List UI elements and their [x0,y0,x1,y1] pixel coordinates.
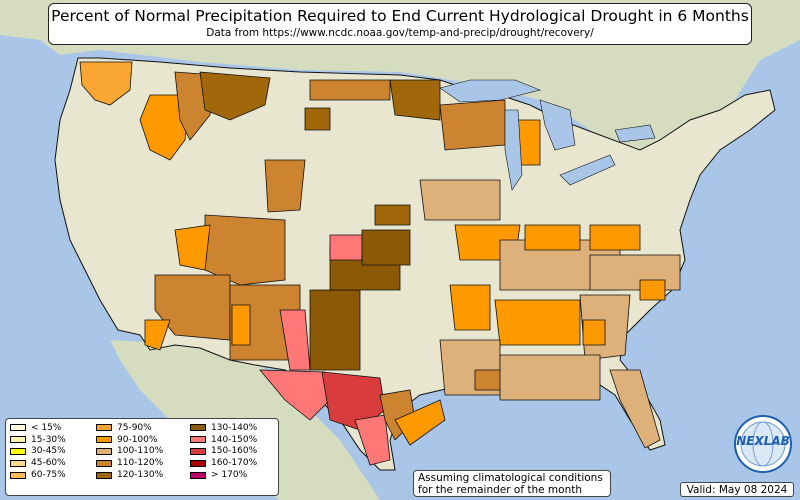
legend-swatch [190,436,206,444]
legend-swatch [190,447,206,455]
legend-swatch [10,447,26,455]
nexlab-globe-logo-icon [734,415,792,473]
region-minnesota [389,79,441,121]
legend-label: 160-170% [211,458,258,469]
legend-item: > 170% [190,469,257,481]
legend-swatch [96,459,112,467]
lake-erie [559,154,616,186]
legend-swatch [190,471,206,479]
region-texas-panhandle [309,289,361,371]
legend-swatch [10,471,26,479]
drought-regions [79,61,681,466]
region-north-dakota [309,79,391,101]
legend-label: < 15% [31,422,62,433]
legend-column-1: < 15% 15-30% 30-45% 45-60% 60-75% [10,422,66,481]
region-montana-central [199,71,271,121]
legend-item: 100-110% [96,446,163,458]
legend-item: 110-120% [96,457,163,469]
region-iowa-illinois [419,179,501,221]
legend-label: 140-150% [211,434,258,445]
region-arizona [154,274,231,341]
legend-label: 15-30% [31,434,66,445]
region-alabama-mississippi [494,299,581,346]
region-wisconsin-michigan [439,99,506,151]
legend-swatch [10,424,26,432]
legend-label: > 170% [211,470,248,481]
assumption-note: Assuming climatological conditions for t… [413,470,611,497]
legend-label: 130-140% [211,422,258,433]
region-ohio-valley [524,224,581,251]
legend-item: 60-75% [10,469,66,481]
legend-label: 150-160% [211,446,258,457]
region-texas-coast [394,399,446,446]
legend-swatch [96,471,112,479]
region-carolinas [589,254,681,291]
region-nm-west-strip [231,304,251,346]
legend-item: 130-140% [190,422,257,434]
legend-item: 75-90% [96,422,163,434]
legend-item: 150-160% [190,446,257,458]
legend-item: 120-130% [96,469,163,481]
title-box: Percent of Normal Precipitation Required… [48,3,752,45]
lake-superior [439,79,541,103]
region-nevada-south [174,224,211,271]
legend-swatch [10,436,26,444]
legend-swatch [96,436,112,444]
region-georgia-central [582,319,606,346]
great-lakes [439,79,656,191]
region-kansas-west [329,234,363,261]
legend-item: 15-30% [10,434,66,446]
legend-item: 160-170% [190,457,257,469]
legend-swatch [96,424,112,432]
region-utah-colorado [204,214,286,286]
lake-huron [539,99,576,151]
legend-column-3: 130-140% 140-150% 150-160% 160-170% > 17… [190,422,257,481]
region-virginia [589,224,641,251]
region-texas-south [354,414,391,466]
region-arkansas [449,284,491,331]
region-wyoming [264,159,306,213]
region-sc-coast [639,279,666,301]
region-texas-trans-pecos [279,309,311,371]
region-nebraska-north [374,204,411,226]
legend: < 15% 15-30% 30-45% 45-60% 60-75% 75-90%… [5,418,279,496]
region-california-south [144,319,171,351]
assumption-note-line-2: for the remainder of the month [418,484,583,496]
legend-swatch [96,447,112,455]
legend-swatch [190,459,206,467]
lake-ontario [614,124,656,143]
legend-label: 60-75% [31,470,66,481]
legend-label: 90-100% [117,434,158,445]
legend-swatch [10,459,26,467]
region-south-dakota [304,107,331,131]
nexlab-logo: NEXLAB [733,414,793,474]
legend-label: 100-110% [117,446,164,457]
legend-label: 30-45% [31,446,66,457]
lake-michigan [504,109,523,191]
page-subtitle: Data from https://www.ncdc.noaa.gov/temp… [206,27,594,39]
legend-label: 120-130% [117,470,164,481]
legend-swatch [190,424,206,432]
legend-column-2: 75-90% 90-100% 100-110% 110-120% 120-130… [96,422,163,481]
legend-item: 140-150% [190,434,257,446]
legend-item: 45-60% [10,457,66,469]
legend-label: 110-120% [117,458,164,469]
legend-label: 45-60% [31,458,66,469]
region-kansas-central [361,229,411,266]
valid-date: Valid: May 08 2024 [680,482,794,497]
legend-item: 30-45% [10,446,66,458]
region-gulf-coast [499,354,601,401]
region-washington [79,61,133,106]
legend-item: 90-100% [96,434,163,446]
assumption-note-line-1: Assuming climatological conditions [418,472,603,484]
page-title: Percent of Normal Precipitation Required… [51,7,749,25]
nexlab-logo-text: NEXLAB [736,434,790,448]
region-texas-west [259,369,331,421]
legend-label: 75-90% [117,422,152,433]
region-florida [609,369,661,449]
legend-item: < 15% [10,422,66,434]
